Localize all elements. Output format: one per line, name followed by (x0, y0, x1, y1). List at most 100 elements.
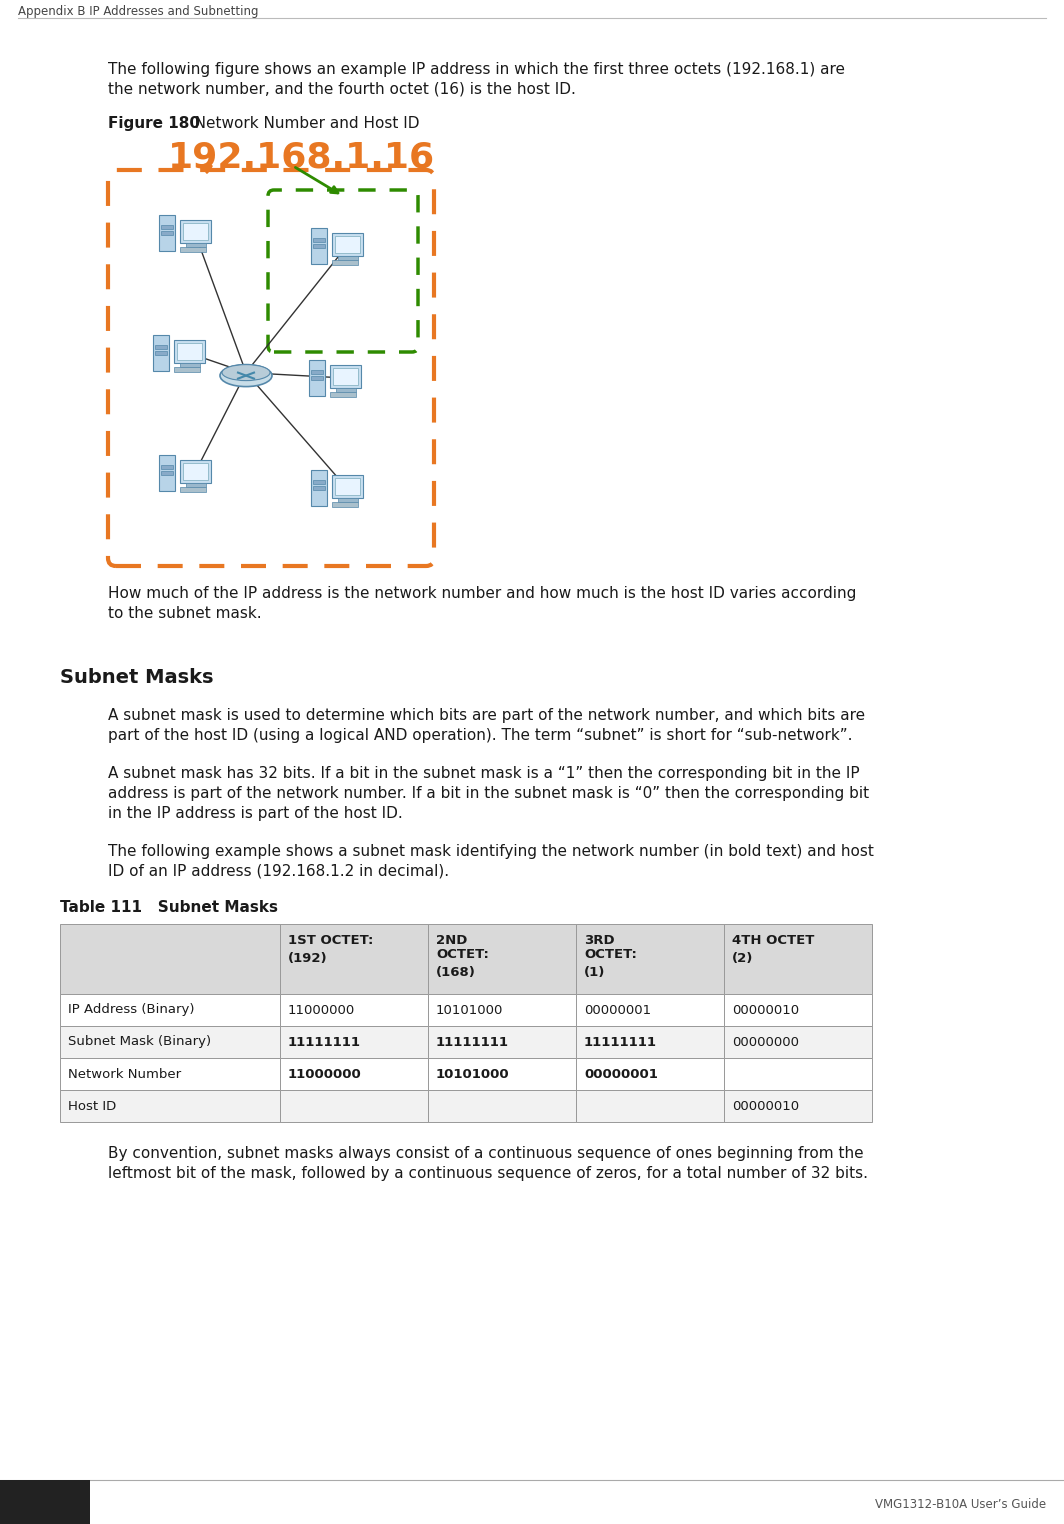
Text: 2ND: 2ND (436, 934, 467, 946)
Bar (180, 363, 200, 366)
Bar (576, 1090, 724, 1122)
Bar (331, 392, 355, 396)
Bar (0, 1480, 90, 1524)
Bar (332, 233, 363, 256)
Text: address is part of the network number. If a bit in the subnet mask is “0” then t: address is part of the network number. I… (109, 786, 869, 802)
Bar (154, 344, 167, 349)
Bar (181, 488, 205, 492)
Text: 11111111: 11111111 (288, 1035, 361, 1049)
Text: (2): (2) (732, 952, 753, 965)
Bar (428, 1026, 576, 1058)
Bar (313, 480, 326, 485)
Bar (332, 474, 363, 498)
Bar (311, 376, 323, 379)
Bar (576, 1058, 724, 1090)
Bar (428, 924, 576, 994)
Text: (168): (168) (436, 966, 476, 978)
Bar (313, 486, 326, 489)
Text: in the IP address is part of the host ID.: in the IP address is part of the host ID… (109, 806, 403, 821)
Text: IP Address (Binary): IP Address (Binary) (68, 1003, 195, 1017)
Bar (309, 360, 325, 396)
Bar (280, 994, 428, 1026)
Text: 11111111: 11111111 (436, 1035, 509, 1049)
Text: to the subnet mask.: to the subnet mask. (109, 607, 262, 620)
Bar (576, 924, 724, 994)
Bar (331, 364, 361, 389)
Text: Network Number: Network Number (68, 1067, 181, 1081)
FancyBboxPatch shape (268, 190, 418, 352)
Text: 00000010: 00000010 (732, 1099, 799, 1113)
Bar (280, 1090, 428, 1122)
Bar (724, 1090, 872, 1122)
Bar (724, 924, 872, 994)
Bar (311, 469, 327, 506)
Text: Appendix B IP Addresses and Subnetting: Appendix B IP Addresses and Subnetting (18, 5, 259, 18)
Bar (332, 261, 358, 265)
FancyBboxPatch shape (109, 171, 434, 565)
Text: The following example shows a subnet mask identifying the network number (in bol: The following example shows a subnet mas… (109, 844, 874, 860)
Bar (428, 1058, 576, 1090)
Bar (280, 1026, 428, 1058)
Bar (183, 223, 209, 241)
Text: 00000001: 00000001 (584, 1003, 651, 1017)
Text: ID of an IP address (192.168.1.2 in decimal).: ID of an IP address (192.168.1.2 in deci… (109, 864, 449, 879)
Text: Network Number and Host ID: Network Number and Host ID (180, 116, 419, 131)
Bar (333, 369, 359, 386)
Text: How much of the IP address is the network number and how much is the host ID var: How much of the IP address is the networ… (109, 587, 857, 600)
Bar (311, 229, 327, 264)
Bar (60, 924, 280, 994)
Text: 3RD: 3RD (584, 934, 615, 946)
Text: 00000000: 00000000 (732, 1035, 799, 1049)
Text: 10101000: 10101000 (436, 1003, 503, 1017)
Bar (181, 247, 205, 251)
Text: 192.168.1.16: 192.168.1.16 (168, 140, 435, 174)
Text: A subnet mask has 32 bits. If a bit in the subnet mask is a “1” then the corresp: A subnet mask has 32 bits. If a bit in t… (109, 767, 860, 780)
Bar (576, 1026, 724, 1058)
Bar (183, 463, 209, 480)
Bar (335, 236, 361, 253)
Bar (313, 238, 326, 242)
Bar (60, 1026, 280, 1058)
Bar (332, 503, 358, 507)
Text: the network number, and the fourth octet (16) is the host ID.: the network number, and the fourth octet… (109, 82, 576, 98)
Bar (161, 471, 173, 475)
Text: 11000000: 11000000 (288, 1067, 362, 1081)
Text: 1ST OCTET:: 1ST OCTET: (288, 934, 373, 946)
Text: Subnet Mask (Binary): Subnet Mask (Binary) (68, 1035, 211, 1049)
Bar (280, 924, 428, 994)
Ellipse shape (220, 364, 272, 387)
Text: By convention, subnet masks always consist of a continuous sequence of ones begi: By convention, subnet masks always consi… (109, 1146, 864, 1161)
Text: (1): (1) (584, 966, 605, 978)
Text: part of the host ID (using a logical AND operation). The term “subnet” is short : part of the host ID (using a logical AND… (109, 728, 852, 744)
Bar (181, 219, 211, 242)
Bar (60, 994, 280, 1026)
Bar (724, 1026, 872, 1058)
Bar (428, 1090, 576, 1122)
Bar (186, 483, 205, 486)
Bar (336, 389, 355, 392)
Text: Host ID: Host ID (68, 1099, 116, 1113)
Text: 322: 322 (27, 1484, 64, 1503)
Text: OCTET:: OCTET: (584, 948, 637, 962)
Bar (159, 456, 174, 491)
Text: (192): (192) (288, 952, 328, 965)
Bar (177, 343, 202, 360)
Bar (724, 1058, 872, 1090)
Text: 11111111: 11111111 (584, 1035, 656, 1049)
Text: Subnet Masks: Subnet Masks (60, 668, 214, 687)
Text: VMG1312-B10A User’s Guide: VMG1312-B10A User’s Guide (875, 1498, 1046, 1510)
Bar (60, 1058, 280, 1090)
Text: OCTET:: OCTET: (436, 948, 488, 962)
Text: leftmost bit of the mask, followed by a continuous sequence of zeros, for a tota: leftmost bit of the mask, followed by a … (109, 1166, 868, 1181)
Bar (428, 994, 576, 1026)
Bar (174, 367, 200, 372)
Text: 00000010: 00000010 (732, 1003, 799, 1017)
Text: Figure 180: Figure 180 (109, 116, 200, 131)
Bar (337, 498, 358, 501)
Bar (181, 460, 211, 483)
Bar (161, 226, 173, 230)
Bar (161, 232, 173, 235)
Text: 11000000: 11000000 (288, 1003, 355, 1017)
Bar (335, 479, 361, 495)
Text: 00000001: 00000001 (584, 1067, 658, 1081)
